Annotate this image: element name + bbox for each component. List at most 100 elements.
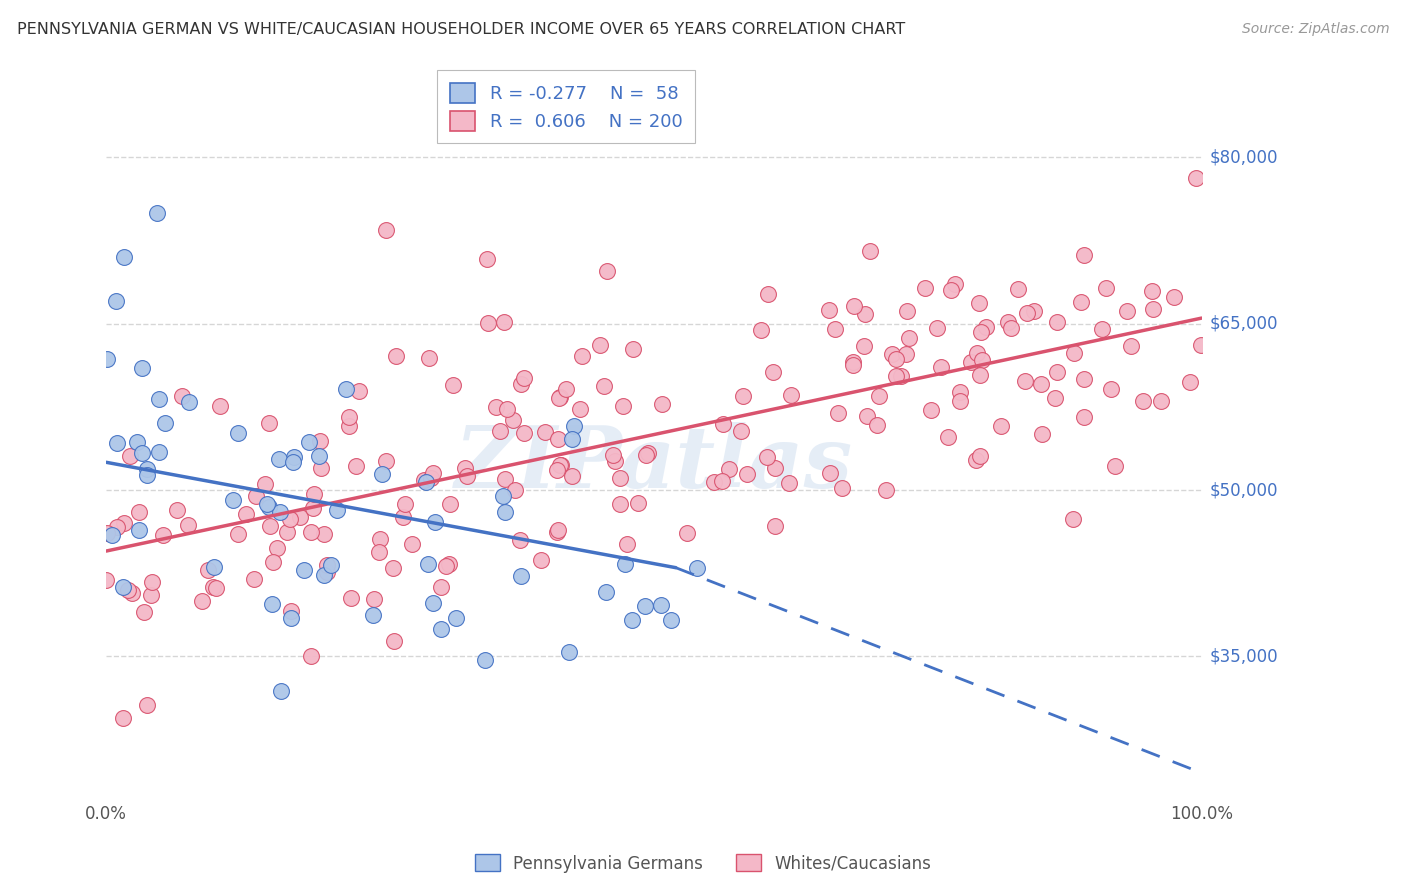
Point	[112, 250, 135, 264]
Point	[939, 283, 962, 297]
Point	[139, 589, 162, 603]
Point	[335, 382, 357, 396]
Point	[437, 558, 460, 572]
Point	[434, 558, 457, 573]
Point	[204, 560, 226, 574]
Point	[177, 395, 200, 409]
Point	[475, 252, 498, 266]
Point	[620, 613, 643, 627]
Point	[831, 482, 853, 496]
Point	[1043, 391, 1066, 405]
Point	[1163, 290, 1185, 304]
Point	[276, 525, 298, 540]
Point	[920, 402, 942, 417]
Point	[444, 611, 467, 625]
Point	[314, 567, 336, 582]
Point	[141, 574, 163, 589]
Point	[659, 613, 682, 627]
Point	[509, 533, 531, 547]
Point	[886, 352, 908, 367]
Point	[703, 475, 725, 490]
Point	[778, 475, 800, 490]
Point	[132, 605, 155, 619]
Point	[136, 461, 159, 475]
Point	[439, 497, 461, 511]
Point	[259, 416, 281, 430]
Point	[749, 323, 772, 337]
Point	[281, 454, 304, 468]
Point	[155, 416, 177, 430]
Point	[824, 321, 846, 335]
Point	[422, 466, 444, 480]
Point	[929, 359, 952, 374]
Point	[368, 532, 391, 546]
Point	[262, 597, 284, 611]
Point	[927, 320, 949, 334]
Point	[299, 648, 322, 663]
Point	[197, 563, 219, 577]
Point	[842, 359, 865, 373]
Point	[969, 449, 991, 463]
Point	[534, 425, 557, 440]
Point	[368, 544, 391, 558]
Point	[415, 475, 437, 489]
Point	[456, 469, 478, 483]
Point	[302, 500, 325, 515]
Point	[880, 347, 903, 361]
Point	[853, 307, 876, 321]
Point	[589, 338, 612, 352]
Point	[558, 645, 581, 659]
Point	[1070, 295, 1092, 310]
Point	[1015, 306, 1038, 320]
Point	[756, 287, 779, 301]
Point	[299, 524, 322, 539]
Point	[859, 244, 882, 258]
Point	[547, 433, 569, 447]
Point	[105, 294, 128, 309]
Point	[976, 320, 998, 334]
Point	[371, 467, 394, 482]
Point	[1094, 281, 1116, 295]
Point	[101, 528, 124, 542]
Point	[1031, 426, 1053, 441]
Point	[853, 339, 876, 353]
Point	[609, 470, 631, 484]
Point	[492, 489, 515, 503]
Point	[382, 633, 405, 648]
Point	[548, 390, 571, 404]
Point	[290, 510, 312, 524]
Point	[627, 496, 650, 510]
Point	[548, 458, 571, 472]
Point	[675, 526, 697, 541]
Point	[820, 466, 842, 480]
Text: Source: ZipAtlas.com: Source: ZipAtlas.com	[1241, 22, 1389, 37]
Point	[561, 432, 583, 446]
Point	[866, 417, 889, 432]
Point	[128, 505, 150, 519]
Point	[494, 505, 516, 519]
Point	[571, 349, 593, 363]
Point	[302, 487, 325, 501]
Text: PENNSYLVANIA GERMAN VS WHITE/CAUCASIAN HOUSEHOLDER INCOME OVER 65 YEARS CORRELAT: PENNSYLVANIA GERMAN VS WHITE/CAUCASIAN H…	[17, 22, 905, 37]
Point	[554, 383, 576, 397]
Point	[280, 605, 302, 619]
Point	[1150, 394, 1173, 409]
Point	[765, 460, 787, 475]
Point	[245, 489, 267, 503]
Point	[561, 469, 583, 483]
Point	[280, 611, 302, 625]
Point	[502, 413, 524, 427]
Text: $50,000: $50,000	[1211, 481, 1278, 499]
Point	[735, 467, 758, 482]
Point	[347, 384, 370, 398]
Point	[510, 569, 533, 583]
Point	[111, 580, 134, 594]
Text: $35,000: $35,000	[1211, 648, 1278, 665]
Point	[136, 467, 159, 482]
Point	[148, 392, 170, 407]
Point	[148, 444, 170, 458]
Point	[855, 409, 877, 423]
Point	[488, 424, 510, 438]
Point	[936, 430, 959, 444]
Point	[1000, 321, 1022, 335]
